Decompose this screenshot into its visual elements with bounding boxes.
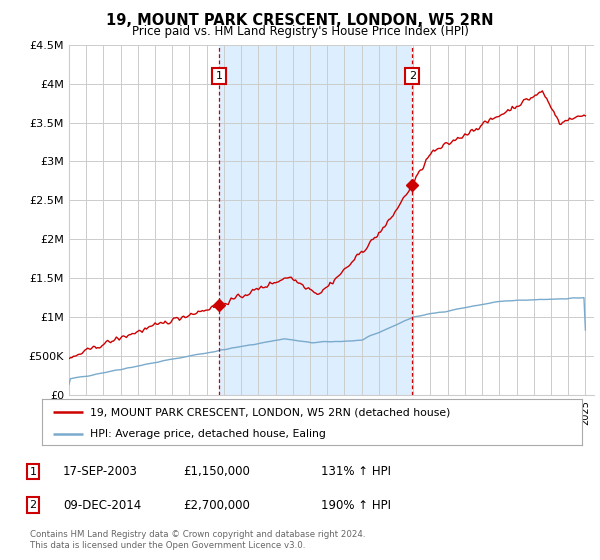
Text: 1: 1 <box>29 466 37 477</box>
Text: This data is licensed under the Open Government Licence v3.0.: This data is licensed under the Open Gov… <box>30 541 305 550</box>
Text: 190% ↑ HPI: 190% ↑ HPI <box>321 498 391 512</box>
Text: 17-SEP-2003: 17-SEP-2003 <box>63 465 138 478</box>
Text: 1: 1 <box>215 71 223 81</box>
Text: Price paid vs. HM Land Registry's House Price Index (HPI): Price paid vs. HM Land Registry's House … <box>131 25 469 38</box>
Text: Contains HM Land Registry data © Crown copyright and database right 2024.: Contains HM Land Registry data © Crown c… <box>30 530 365 539</box>
Bar <box>219 45 412 395</box>
Text: HPI: Average price, detached house, Ealing: HPI: Average price, detached house, Eali… <box>89 429 325 438</box>
Text: 2: 2 <box>409 71 416 81</box>
Text: 19, MOUNT PARK CRESCENT, LONDON, W5 2RN: 19, MOUNT PARK CRESCENT, LONDON, W5 2RN <box>106 13 494 28</box>
Text: £2,700,000: £2,700,000 <box>183 498 250 512</box>
Text: 131% ↑ HPI: 131% ↑ HPI <box>321 465 391 478</box>
Text: £1,150,000: £1,150,000 <box>183 465 250 478</box>
Text: 2: 2 <box>29 500 37 510</box>
Text: 09-DEC-2014: 09-DEC-2014 <box>63 498 141 512</box>
Text: 19, MOUNT PARK CRESCENT, LONDON, W5 2RN (detached house): 19, MOUNT PARK CRESCENT, LONDON, W5 2RN … <box>89 407 450 417</box>
